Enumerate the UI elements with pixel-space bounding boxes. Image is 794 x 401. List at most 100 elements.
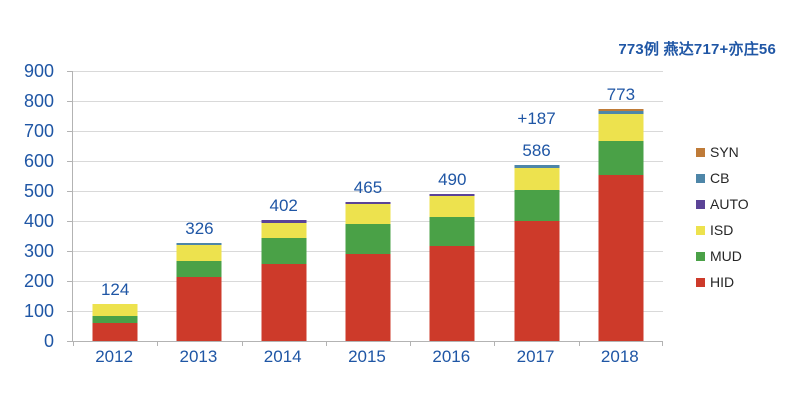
- y-tick-label: 600: [23, 151, 54, 171]
- legend-swatch-hid-icon: [696, 277, 705, 287]
- y-tick-label: 800: [23, 91, 54, 111]
- legend-label-isd: ISD: [710, 222, 734, 238]
- legend-swatch-isd-icon: [696, 225, 705, 235]
- bar-slot-2016: 490: [410, 71, 494, 341]
- legend-item-isd: ISD: [696, 217, 749, 243]
- x-tick-label-2013: 2013: [179, 347, 218, 366]
- bar-slot-2014: 402: [242, 71, 326, 341]
- legend-item-hid: HID: [696, 269, 749, 295]
- x-tick-label-2016: 2016: [432, 347, 471, 366]
- x-axis-tick: [578, 341, 580, 346]
- bar-slot-2017: 586 +187: [494, 71, 578, 341]
- bar-segment-mud-2014: [261, 237, 307, 264]
- bar-slot-2015: 465: [326, 71, 410, 341]
- legend-item-auto: AUTO: [696, 191, 749, 217]
- y-axis-tick: [67, 311, 73, 312]
- bar-extra-label: +187: [517, 109, 556, 129]
- legend-item-cb: CB: [696, 165, 749, 191]
- stacked-bar-2012: [92, 303, 138, 341]
- y-axis-labels: 0 100 200 300 400 500 600 700 800 900: [0, 62, 64, 350]
- y-tick-label: 900: [23, 61, 54, 81]
- bar-segment-isd-2012: [92, 303, 138, 317]
- bar-segment-auto-2015: [345, 201, 391, 204]
- legend-item-syn: SYN: [696, 139, 749, 165]
- legend-item-mud: MUD: [696, 243, 749, 269]
- stacked-bar-2014: [261, 220, 307, 341]
- bar-total-label: 465: [353, 177, 383, 197]
- stacked-bar-2013: [176, 243, 222, 341]
- y-axis-tick: [67, 161, 73, 162]
- gridline: [73, 191, 663, 192]
- bar-segment-isd-2014: [261, 222, 307, 238]
- legend: SYN CB AUTO ISD MUD HID: [696, 139, 749, 295]
- stacked-bar-2018: [598, 109, 644, 341]
- plot-area: 124 326 402 465 490 586 +187 773: [67, 71, 663, 346]
- bar-total-label: 124: [100, 279, 130, 299]
- bar-segment-hid-2013: [176, 277, 222, 341]
- bar-segment-isd-2013: [176, 244, 222, 261]
- y-tick-label: 300: [23, 241, 54, 261]
- y-axis-tick: [67, 281, 73, 282]
- legend-swatch-mud-icon: [696, 251, 705, 261]
- x-tick-label-2012: 2012: [95, 347, 134, 366]
- bar-total-label: 326: [185, 219, 214, 239]
- legend-label-cb: CB: [710, 170, 730, 186]
- x-axis-tick: [241, 341, 243, 346]
- chart-annotation: 773例 燕达717+亦庄56: [618, 41, 776, 58]
- y-tick-label: 0: [43, 331, 54, 351]
- x-tick-label-2014: 2014: [263, 347, 302, 366]
- bar-segment-hid-2014: [261, 263, 307, 341]
- bar-slot-2012: 124: [73, 71, 157, 341]
- bar-segment-hid-2017: [514, 221, 560, 341]
- bar-segment-isd-2017: [514, 168, 560, 191]
- x-axis-tick: [325, 341, 327, 346]
- legend-label-syn: SYN: [710, 144, 739, 160]
- stacked-bar-2017: [514, 165, 560, 341]
- y-axis-tick: [67, 221, 73, 222]
- y-axis-tick: [67, 341, 73, 342]
- y-axis-tick: [67, 101, 73, 102]
- stacked-bar-2016: [429, 194, 475, 341]
- gridline: [73, 161, 663, 162]
- bar-slot-2013: 326: [157, 71, 241, 341]
- legend-label-mud: MUD: [710, 248, 742, 264]
- x-tick-label-2017: 2017: [516, 347, 555, 366]
- gridline: [73, 131, 663, 132]
- bar-segment-hid-2018: [598, 174, 644, 341]
- legend-label-hid: HID: [710, 274, 735, 290]
- bar-segment-mud-2016: [429, 217, 475, 246]
- x-tick-label-2015: 2015: [348, 347, 386, 366]
- legend-label-auto: AUTO: [710, 196, 749, 212]
- bar-segment-hid-2012: [92, 323, 138, 341]
- bar-segment-auto-2014: [261, 220, 307, 223]
- bar-segment-isd-2015: [345, 203, 391, 224]
- gridline: [73, 101, 663, 102]
- y-axis-tick: [67, 251, 73, 252]
- bar-segment-cb-2013: [176, 243, 222, 245]
- bar-total-label: 402: [269, 196, 298, 216]
- y-axis-tick: [67, 71, 73, 72]
- bar-segment-mud-2015: [345, 224, 391, 254]
- bar-segment-isd-2016: [429, 196, 475, 218]
- bar-segment-hid-2016: [429, 245, 475, 341]
- x-axis-tick: [73, 341, 74, 346]
- bar-slot-2018: 773: [579, 71, 663, 341]
- y-tick-label: 700: [23, 121, 54, 141]
- bar-segment-auto-2016: [429, 194, 475, 197]
- x-axis-tick: [662, 341, 663, 346]
- bar-segment-mud-2018: [598, 140, 644, 175]
- bar-segment-mud-2017: [514, 190, 560, 221]
- legend-swatch-syn-icon: [696, 147, 705, 157]
- y-tick-label: 100: [23, 301, 54, 321]
- y-axis-tick: [67, 131, 73, 132]
- bar-total-label: 586: [522, 141, 551, 161]
- x-tick-label-2018: 2018: [600, 347, 639, 366]
- bar-segment-isd-2018: [598, 113, 644, 141]
- bar-segment-syn-2018: [598, 109, 644, 111]
- legend-swatch-auto-icon: [696, 199, 705, 209]
- y-axis-tick: [67, 191, 73, 192]
- bar-segment-mud-2013: [176, 260, 222, 278]
- bar-total-label: 490: [438, 170, 467, 189]
- x-axis-tick: [494, 341, 496, 346]
